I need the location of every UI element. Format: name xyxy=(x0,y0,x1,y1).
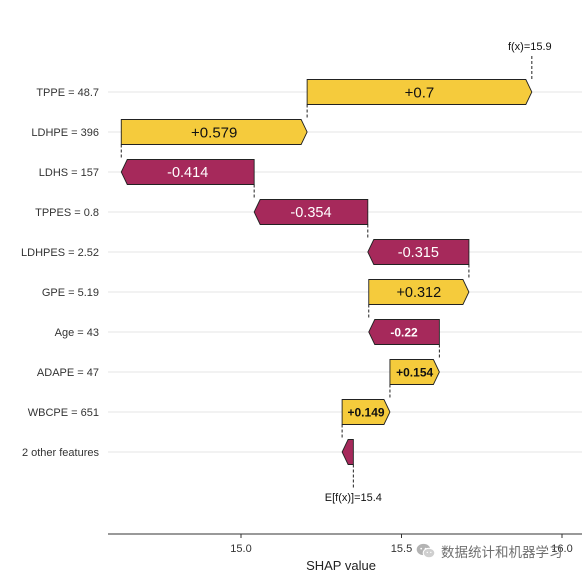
x-axis: 15.0 15.5 16.0 xyxy=(108,533,582,555)
feature-label: TPPE = 48.7 xyxy=(36,87,99,99)
bar-value-label: -0.354 xyxy=(290,205,331,221)
wechat-icon xyxy=(416,543,436,559)
x-tick-label: 15.0 xyxy=(230,543,251,555)
feature-label: WBCPE = 651 xyxy=(28,407,99,419)
bar-positive xyxy=(306,79,533,105)
bar-positive xyxy=(341,399,391,425)
bar-value-label: +0.149 xyxy=(348,405,385,419)
base-value-label: E[f(x)]=15.4 xyxy=(325,492,382,504)
fx-label: f(x)=15.9 xyxy=(508,41,552,53)
bar-value-label: -0.22 xyxy=(390,325,418,339)
gridlines xyxy=(108,91,582,453)
feature-label: ADAPE = 47 xyxy=(37,367,99,379)
bar-value-label: +0.579 xyxy=(191,124,237,141)
feature-labels: TPPE = 48.7 LDHPE = 396 LDHS = 157 TPPES = … xyxy=(21,87,99,459)
x-tick-label: 15.5 xyxy=(391,543,412,555)
feature-label: LDHS = 157 xyxy=(39,167,99,179)
watermark: 数据统计和机器学习 xyxy=(416,538,584,564)
feature-label: 2 other features xyxy=(22,447,100,459)
bar-value-label: +0.312 xyxy=(396,285,441,301)
bar-value-label: +0.154 xyxy=(396,365,433,379)
feature-label: GPE = 5.19 xyxy=(42,287,99,299)
bar-positive xyxy=(389,359,440,385)
feature-label: Age = 43 xyxy=(55,327,99,339)
bar-value-label: -0.315 xyxy=(398,245,439,261)
bar-positive xyxy=(368,279,470,305)
bar-negative xyxy=(341,439,354,465)
bar-value-label: +0.7 xyxy=(405,84,435,101)
bar-value-label: -0.414 xyxy=(167,165,208,181)
bar-negative xyxy=(120,159,255,185)
bar-negative xyxy=(368,319,440,345)
bars xyxy=(120,79,533,465)
bar-negative xyxy=(367,239,470,265)
feature-label: LDHPES = 2.52 xyxy=(21,247,99,259)
connector-lines xyxy=(120,56,533,488)
x-axis-title: SHAP value xyxy=(306,558,376,573)
bar-value-labels: +0.7 +0.579 -0.414 -0.354 -0.315 +0.312 -0.22 +… xyxy=(167,84,441,419)
bar-positive xyxy=(120,119,308,145)
feature-label: TPPES = 0.8 xyxy=(35,207,99,219)
x-tick-label: 16.0 xyxy=(551,543,572,555)
bar-negative xyxy=(253,199,369,225)
watermark-text: 数据统计和机器学习 xyxy=(441,545,563,560)
feature-label: LDHPE = 396 xyxy=(31,127,99,139)
